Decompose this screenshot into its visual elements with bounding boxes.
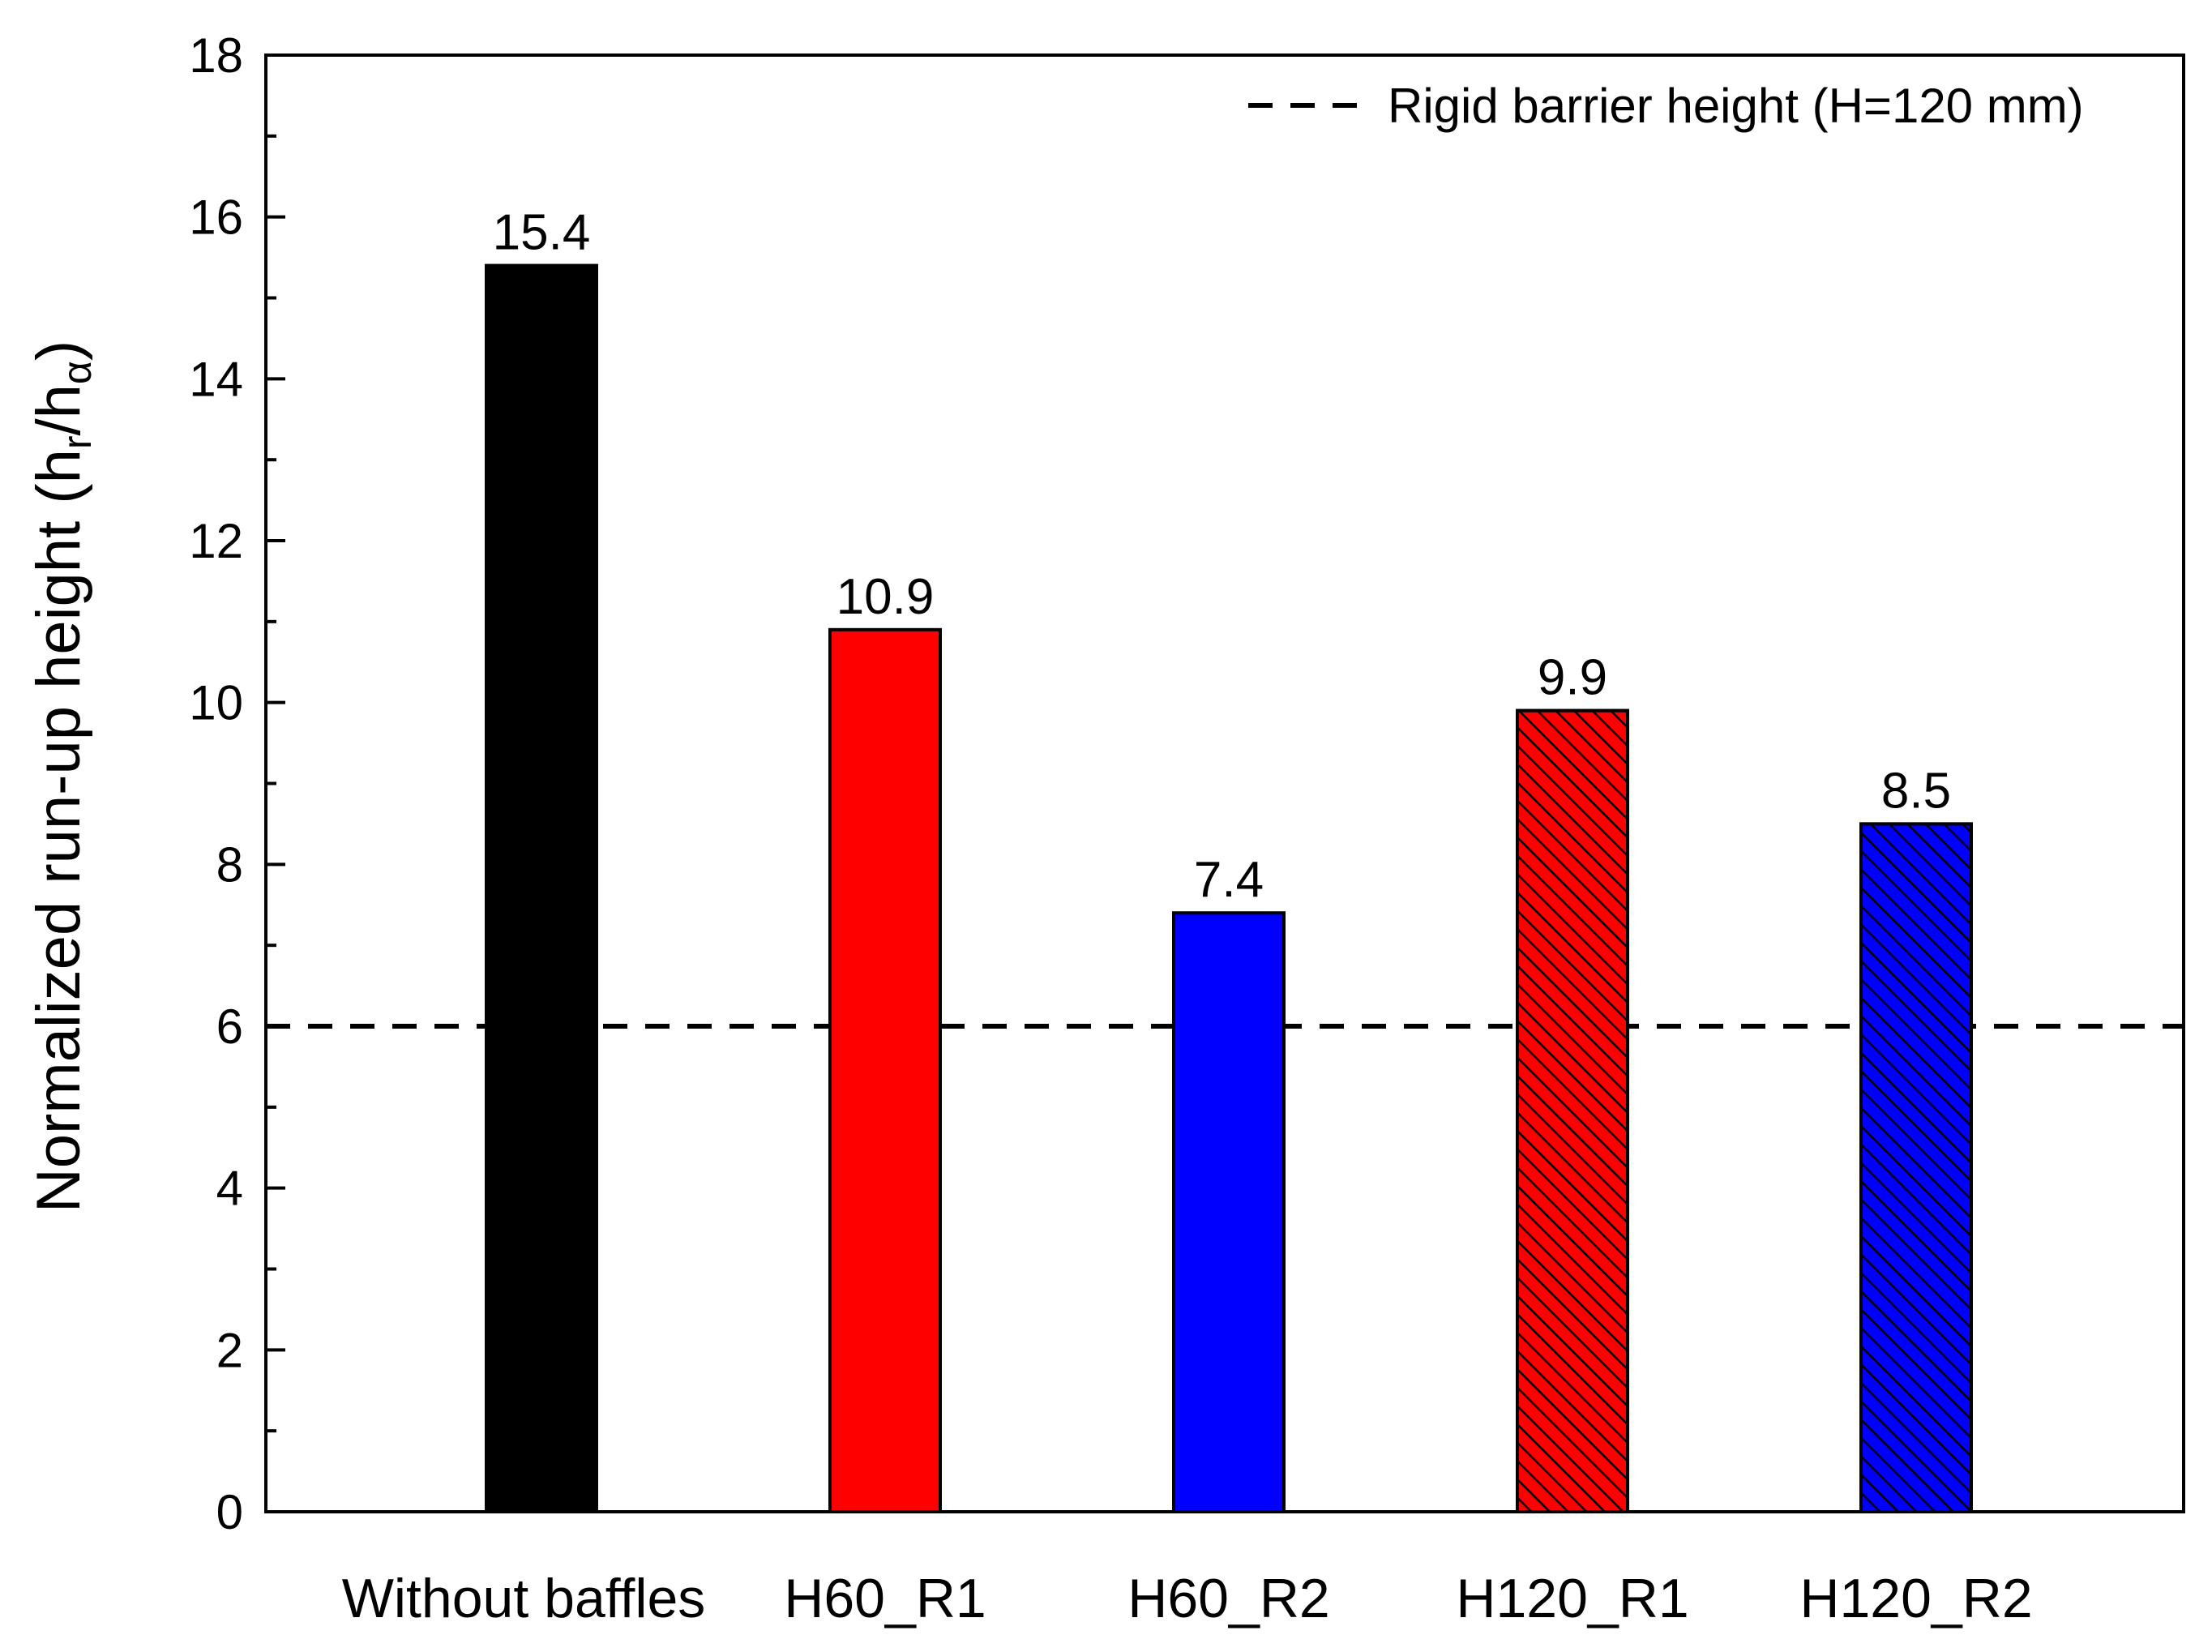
y-axis-label-mid: /h [24,384,93,435]
y-tick-label: 4 [216,1162,243,1216]
bar [485,263,598,1514]
legend: Rigid barrier height (H=120 mm) [1248,79,2084,133]
y-tick-label: 10 [189,676,243,730]
plot-frame [264,53,2185,1513]
y-axis-label-main: Normalized run-up height (h [24,449,93,1213]
bar [828,627,942,1513]
y-tick-label: 18 [189,28,243,83]
y-axis-ticks: 0 2 4 6 8 10 12 14 16 18 [189,28,285,1539]
bar-value-label: 7.4 [1194,852,1264,908]
bar-value-label: 15.4 [493,205,591,261]
legend-label: Rigid barrier height (H=120 mm) [1388,79,2084,133]
x-category-label: H120_R1 [1456,1568,1688,1629]
y-tick-label: 12 [189,514,243,568]
bar-hatch-overlay [1516,708,1629,1513]
bar [1172,911,1286,1513]
y-tick-label: 16 [189,190,243,245]
x-category-label: H60_R1 [784,1568,986,1629]
value-labels-group: 15.4 10.9 7.4 9.9 8.5 [493,205,1951,909]
y-tick-label: 6 [216,999,243,1054]
y-axis-label: Normalized run-up height (hr/hα) [24,340,100,1213]
y-axis-label-sub1: r [54,435,100,449]
y-axis-label-end: ) [24,340,93,361]
category-labels-group: Without baffles H60_R1 H60_R2 H120_R1 H120_R… [342,1568,2033,1629]
y-axis-label-sub2: α [54,361,100,384]
x-category-label: H60_R2 [1127,1568,1330,1629]
y-tick-label: 8 [216,837,243,892]
bar-value-label: 10.9 [836,569,935,625]
x-category-label: H120_R2 [1799,1568,2032,1629]
bar-hatch-overlay [1859,822,1973,1513]
bar-value-label: 9.9 [1538,650,1607,706]
bars-group [485,263,1973,1514]
y-tick-label: 0 [216,1485,243,1539]
bar-value-label: 8.5 [1881,763,1951,819]
x-category-label: Without baffles [342,1568,706,1629]
y-tick-label: 2 [216,1323,243,1377]
y-tick-label: 14 [189,352,243,406]
